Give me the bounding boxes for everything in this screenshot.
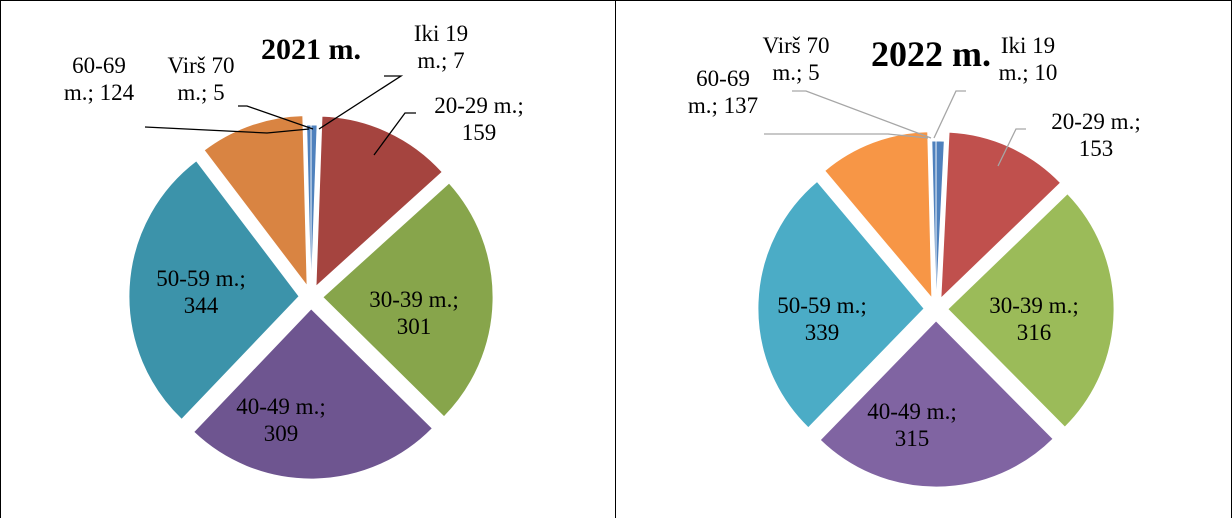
leader-line-2021-20-29-m <box>373 112 416 156</box>
leader-line-2021-60-69-m <box>144 126 310 134</box>
slice-2021-60-69-m <box>203 115 308 287</box>
slice-2022-30-39-m <box>947 193 1115 428</box>
slice-2022-50-59-m <box>757 181 925 429</box>
slice-2021-iki-19-m <box>310 124 318 296</box>
slice-2021-40-49-m <box>193 308 433 480</box>
leader-line-2021-vir-70-m <box>238 105 314 130</box>
chart-2022-panel: Iki 19 m.; 10 20-29 m.; 153 30-39 m.; 316 40-4… <box>616 0 1232 518</box>
data-label-2021-20-29-m: 20-29 m.; 159 <box>434 93 523 145</box>
data-label-2022-vir-70-m: Virš 70 m.; 5 <box>763 33 830 85</box>
data-label-2022-40-49-m: 40-49 m.; 315 <box>867 399 956 451</box>
data-label-2022-30-39-m: 30-39 m.; 316 <box>989 293 1078 345</box>
data-label-2022-60-69-m: 60-69 m.; 137 <box>688 66 758 118</box>
leader-line-2022-60-69-m <box>764 133 929 139</box>
data-label-2022-iki-19-m: Iki 19 m.; 10 <box>999 33 1058 85</box>
leader-line-2022-vir-70-m <box>792 90 932 139</box>
slice-2021-50-59-m <box>128 160 300 420</box>
slice-2021-vir-70-m <box>306 124 312 296</box>
data-label-2021-60-69-m: 60-69 m.; 124 <box>64 53 135 105</box>
chart-2021: Iki 19 m.; 7 20-29 m.; 159 30-39 m.; 301 40-49… <box>64 21 524 480</box>
data-label-2021-30-39-m: 30-39 m.; 301 <box>369 287 458 339</box>
leader-line-2022-iki-19-m <box>933 90 966 139</box>
data-label-2021-50-59-m: 50-59 m.; 344 <box>156 266 245 318</box>
slice-2021-20-29-m <box>315 115 443 288</box>
slice-2022-60-69-m <box>824 131 933 299</box>
data-label-2022-50-59-m: 50-59 m.; 339 <box>777 293 866 345</box>
chart-2021-panel: Iki 19 m.; 7 20-29 m.; 159 30-39 m.; 301 40-49… <box>0 0 616 518</box>
leader-line-2021-iki-19-m <box>318 75 404 130</box>
chart-2022: Iki 19 m.; 10 20-29 m.; 153 30-39 m.; 316 40-4… <box>688 33 1141 488</box>
slice-2022-40-49-m <box>819 320 1054 488</box>
chart-title: 2021 m. <box>261 33 361 66</box>
slice-2022-vir-70-m <box>931 140 937 308</box>
data-label-2021-iki-19-m: Iki 19 m.; 7 <box>414 21 468 73</box>
data-label-2021-vir-70-m: Virš 70 m.; 5 <box>168 53 235 105</box>
slice-2021-30-39-m <box>322 182 494 418</box>
leader-line-2022-20-29-m <box>997 128 1026 167</box>
data-label-2021-40-49-m: 40-49 m.; 309 <box>236 394 325 446</box>
data-label-2022-20-29-m: 20-29 m.; 153 <box>1051 109 1140 161</box>
chart-title: 2022 m. <box>871 34 991 74</box>
slice-2022-20-29-m <box>940 131 1061 300</box>
